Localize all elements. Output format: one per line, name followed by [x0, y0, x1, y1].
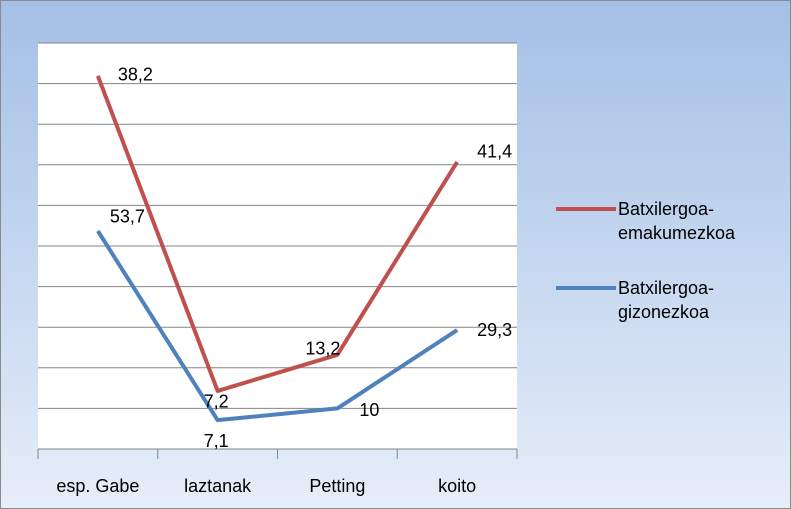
x-tick-label: Petting: [309, 476, 365, 496]
legend-label: Batxilergoa-emakumezkoa: [618, 199, 736, 243]
x-tick-label: koito: [438, 476, 476, 496]
data-label: 7,2: [204, 392, 229, 412]
x-tick-label: laztanak: [184, 476, 252, 496]
data-label: 29,3: [477, 320, 512, 340]
data-label: 53,7: [110, 207, 145, 227]
series-line: [96, 229, 459, 423]
data-label: 7,1: [204, 431, 229, 451]
data-label: 41,4: [477, 142, 512, 162]
data-label: 13,2: [305, 339, 340, 359]
series-line: [96, 75, 459, 393]
x-tick-label: esp. Gabe: [56, 476, 139, 496]
data-label: 10: [359, 400, 379, 420]
legend-label: Batxilergoa-gizonezkoa: [618, 278, 715, 322]
data-label: 38,2: [118, 65, 153, 85]
